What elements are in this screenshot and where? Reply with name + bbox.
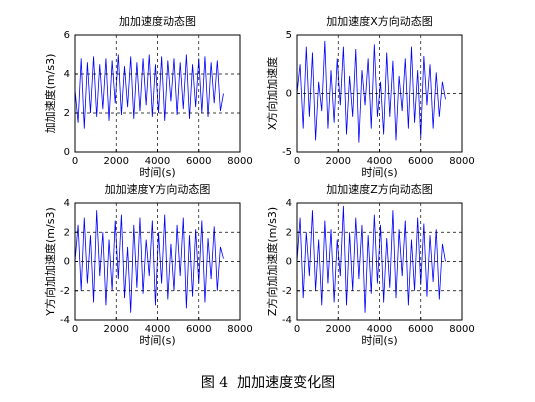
chart-title: 加加速度Y方向动态图 <box>105 182 211 196</box>
y-tick-label: 0 <box>286 257 292 268</box>
x-axis-label: 时间(s) <box>361 166 397 179</box>
x-tick-label: 0 <box>294 324 300 335</box>
y-tick-label: -2 <box>282 286 292 297</box>
y-tick-label: -2 <box>60 286 70 297</box>
data-line <box>296 205 446 313</box>
y-tick-label: 4 <box>64 69 70 80</box>
y-tick-label: 5 <box>286 30 292 41</box>
axes-frame <box>296 34 463 153</box>
x-tick-label: 6000 <box>186 156 211 167</box>
figure-caption: 图 4 加加速度变化图 <box>201 375 335 391</box>
y-tick-label: 0 <box>286 89 292 100</box>
y-tick-label: 4 <box>64 198 70 209</box>
y-tick-label: 0 <box>64 147 70 158</box>
x-tick-label: 6000 <box>408 324 433 335</box>
x-tick-label: 2000 <box>104 324 129 335</box>
x-tick-label: 4000 <box>367 324 392 335</box>
y-tick-label: -4 <box>282 315 292 326</box>
x-axis-label: 时间(s) <box>361 334 397 347</box>
data-line <box>74 54 224 129</box>
x-tick-label: 8000 <box>227 324 252 335</box>
x-tick-label: 2000 <box>326 324 351 335</box>
y-axis-label: Y方向加加速度(m/s3) <box>43 207 57 316</box>
x-tick-label: 8000 <box>227 156 252 167</box>
x-tick-label: 0 <box>72 324 78 335</box>
chart-title: 加加速度X方向动态图 <box>326 14 433 28</box>
y-tick-label: 0 <box>64 257 70 268</box>
y-axis-label: X方向加加速度 <box>265 57 279 131</box>
x-tick-label: 6000 <box>186 324 211 335</box>
y-tick-label: 2 <box>286 227 292 238</box>
y-tick-label: 2 <box>64 108 70 119</box>
x-tick-label: 0 <box>72 156 78 167</box>
chart-title: 加加速度Z方向动态图 <box>326 182 433 196</box>
axes-frame <box>296 202 463 321</box>
x-tick-label: 4000 <box>145 156 170 167</box>
y-tick-label: -5 <box>282 147 292 158</box>
axes-frame <box>74 202 241 321</box>
y-axis-label: Z方向加加速度(m/s3) <box>265 207 279 316</box>
x-tick-label: 8000 <box>449 156 474 167</box>
x-tick-label: 2000 <box>104 156 129 167</box>
y-tick-label: 2 <box>64 227 70 238</box>
x-tick-label: 6000 <box>408 156 433 167</box>
x-tick-label: 4000 <box>367 156 392 167</box>
y-tick-label: -4 <box>60 315 70 326</box>
y-tick-label: 4 <box>286 198 292 209</box>
x-axis-label: 时间(s) <box>139 166 175 179</box>
y-axis-label: 加加速度(m/s3) <box>43 54 57 134</box>
x-tick-label: 2000 <box>326 156 351 167</box>
axes-frame <box>74 34 241 153</box>
x-axis-label: 时间(s) <box>139 334 175 347</box>
x-tick-label: 0 <box>294 156 300 167</box>
x-tick-label: 4000 <box>145 324 170 335</box>
y-tick-label: 6 <box>64 30 70 41</box>
chart-title: 加加速度动态图 <box>119 14 196 28</box>
x-tick-label: 8000 <box>449 324 474 335</box>
